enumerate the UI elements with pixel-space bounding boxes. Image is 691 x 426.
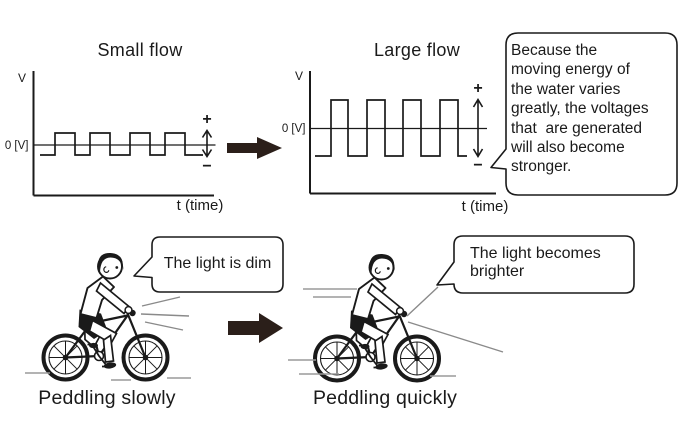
- light-rays-dim: [140, 296, 190, 331]
- large-flow-title: Large flow: [373, 40, 461, 60]
- plus-sign: +: [473, 80, 483, 97]
- explain-bubble: Because the moving energy of the water v…: [511, 41, 675, 177]
- ground-marks-left: [25, 372, 191, 381]
- right-arrow-icon: [228, 313, 283, 343]
- left-bike-caption: Peddling slowly: [38, 387, 176, 409]
- bubble-text-line: the water varies: [511, 80, 621, 98]
- bubble-text-line: brighter: [470, 262, 525, 280]
- light-rays-bright: [406, 286, 504, 353]
- bubble-text-line: moving energy of: [511, 61, 630, 79]
- x-axis-label: t (time): [176, 197, 224, 214]
- y-axis-label: V: [295, 69, 304, 83]
- speed-lines-right: [288, 288, 456, 377]
- axes: [309, 71, 496, 195]
- plus-sign: +: [202, 111, 212, 128]
- bubble-text-line: will also become: [511, 139, 625, 157]
- large-flow-graph: [309, 71, 496, 195]
- square-wave-large: [315, 99, 467, 157]
- zero-volt-label: 0 [V]: [281, 122, 306, 135]
- square-wave-small: [40, 132, 203, 156]
- right-bike-caption: Peddling quickly: [312, 387, 458, 409]
- zero-volt-label: 0 [V]: [4, 139, 29, 152]
- dim-bubble-text: The light is dim: [163, 255, 272, 272]
- right-arrow-icon: [227, 137, 282, 159]
- dim-bubble-shape: [133, 236, 284, 293]
- amplitude-arrow: [201, 129, 213, 158]
- x-axis-label: t (time): [461, 198, 509, 215]
- bubble-text-line: that are generated: [511, 119, 642, 137]
- minus-sign: −: [202, 158, 212, 175]
- right-cyclist: [313, 251, 441, 383]
- amplitude-arrow: [472, 97, 484, 159]
- bubble-text-line: Because the: [511, 42, 598, 59]
- brighter-bubble-shape: [436, 235, 635, 294]
- bubble-text-line: The light becomes: [470, 245, 601, 262]
- bubble-text-line: greatly, the voltages: [511, 100, 649, 118]
- brighter-bubble-text: The light becomes brighter: [470, 245, 630, 280]
- bubble-text-line: stronger.: [511, 158, 572, 176]
- axes: [32, 71, 214, 197]
- explain-bubble-shape: [490, 32, 678, 196]
- small-flow-graph: [32, 71, 216, 197]
- minus-sign: −: [473, 157, 483, 174]
- y-axis-label: V: [18, 71, 27, 85]
- small-flow-title: Small flow: [97, 40, 183, 60]
